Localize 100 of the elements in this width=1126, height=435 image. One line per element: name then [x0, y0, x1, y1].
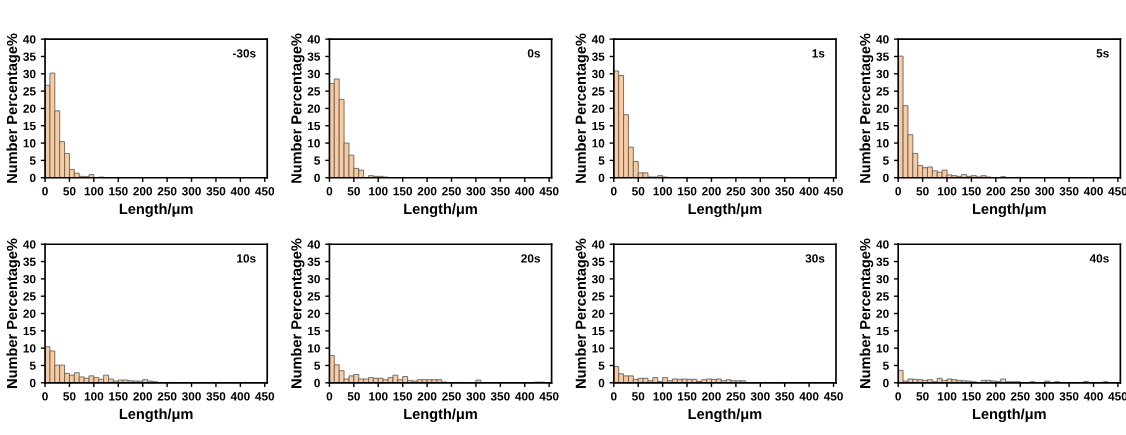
y-tick-label: 0	[29, 173, 36, 183]
x-tick-label: 250	[726, 392, 746, 401]
y-tick-label: 40	[307, 240, 320, 249]
y-tick-label: 0	[598, 173, 605, 183]
x-tick-label: 200	[417, 187, 437, 196]
y-tick-label: 10	[876, 139, 889, 148]
y-tick-label: 20	[592, 309, 605, 318]
y-tick-label: 25	[876, 292, 889, 301]
y-tick-label: 15	[592, 326, 605, 336]
x-axis-title: Length/μm	[119, 203, 193, 217]
y-tick-label: 15	[876, 121, 889, 131]
x-axis-title: Length/μm	[688, 203, 762, 217]
x-tick-label: 450	[539, 187, 559, 196]
x-tick-label: 50	[632, 392, 645, 401]
y-tick-label: 35	[307, 52, 321, 61]
y-axis-title: Number Percentage%	[575, 33, 589, 183]
y-tick-label: 25	[592, 292, 605, 301]
x-tick-label: 250	[1010, 392, 1030, 401]
x-tick-label: 400	[230, 187, 250, 196]
y-tick-label: 5	[29, 156, 36, 165]
y-tick-label: 30	[591, 274, 605, 284]
y-tick-label: 40	[876, 35, 889, 44]
x-tick-label: 200	[702, 392, 721, 401]
x-tick-label: 200	[986, 187, 1006, 196]
y-tick-label: 10	[23, 139, 36, 148]
x-tick-label: 400	[515, 187, 535, 196]
y-tick-label: 40	[876, 240, 889, 249]
y-tick-label: 25	[23, 87, 36, 96]
x-tick-label: 0	[326, 392, 333, 401]
x-tick-label: 150	[962, 392, 981, 401]
y-tick-label: 0	[598, 378, 605, 388]
x-tick-label: 250	[157, 392, 177, 401]
y-tick-label: 15	[876, 326, 889, 336]
x-tick-label: 0	[895, 187, 901, 196]
x-tick-label: 250	[1010, 187, 1030, 196]
y-tick-label: 5	[314, 156, 321, 165]
x-tick-label: 350	[206, 392, 226, 401]
y-tick-label: 10	[876, 344, 889, 353]
x-tick-label: 0	[42, 392, 48, 401]
x-axis-title: Length/μm	[119, 408, 193, 423]
y-tick-label: 20	[23, 104, 36, 113]
y-tick-label: 30	[876, 69, 889, 79]
x-tick-label: 250	[442, 187, 461, 196]
y-tick-label: 15	[308, 121, 321, 131]
y-tick-label: 20	[23, 309, 36, 318]
y-tick-label: 40	[591, 35, 605, 44]
x-tick-label: 50	[632, 187, 645, 196]
y-axis-title: Number Percentage%	[859, 238, 874, 388]
y-axis-title: Number Percentage%	[6, 33, 21, 183]
y-tick-label: 40	[307, 35, 320, 44]
x-tick-label: 100	[369, 392, 388, 401]
y-tick-label: 35	[876, 52, 889, 61]
annotation: -30s	[232, 49, 256, 58]
y-tick-label: 15	[23, 326, 36, 336]
x-tick-label: 100	[937, 187, 957, 196]
x-tick-label: 150	[393, 187, 413, 196]
y-tick-label: 0	[314, 378, 320, 388]
y-tick-label: 20	[876, 309, 889, 318]
y-tick-label: 5	[314, 361, 321, 370]
y-tick-label: 5	[29, 361, 36, 370]
y-tick-label: 5	[882, 361, 889, 370]
y-tick-label: 35	[307, 257, 321, 266]
y-tick-label: 25	[592, 87, 605, 96]
x-tick-label: 50	[916, 187, 929, 196]
y-tick-label: 25	[23, 292, 36, 301]
x-tick-label: 100	[937, 392, 957, 401]
x-tick-label: 400	[799, 187, 819, 196]
x-tick-label: 400	[799, 392, 819, 401]
y-tick-label: 10	[308, 139, 320, 148]
x-tick-label: 250	[442, 392, 461, 401]
x-tick-label: 150	[677, 187, 697, 196]
y-tick-label: 25	[876, 87, 889, 96]
x-tick-label: 300	[1035, 392, 1055, 401]
x-tick-label: 400	[1083, 392, 1103, 401]
x-tick-label: 350	[775, 392, 795, 401]
x-tick-label: 350	[490, 392, 510, 401]
x-tick-label: 50	[63, 187, 76, 196]
x-tick-label: 300	[750, 187, 770, 196]
y-tick-label: 25	[307, 292, 321, 301]
y-tick-label: 30	[591, 69, 605, 79]
y-tick-label: 0	[883, 378, 889, 388]
y-tick-label: 5	[598, 361, 605, 370]
x-tick-label: 150	[109, 187, 128, 196]
x-tick-label: 450	[823, 392, 843, 401]
x-tick-label: 300	[466, 392, 486, 401]
annotation: 30s	[805, 254, 825, 263]
y-tick-label: 35	[23, 52, 36, 61]
y-tick-label: 35	[23, 257, 36, 266]
x-tick-label: 300	[1035, 187, 1055, 196]
x-tick-label: 350	[490, 187, 510, 196]
annotation: 20s	[521, 254, 541, 263]
y-tick-label: 20	[592, 104, 605, 113]
x-axis-title: Length/μm	[972, 408, 1046, 423]
y-axis-title: Number Percentage%	[6, 238, 21, 388]
x-tick-label: 100	[653, 187, 672, 196]
x-tick-label: 200	[133, 392, 153, 401]
y-tick-label: 5	[598, 156, 605, 165]
x-tick-label: 100	[653, 392, 672, 401]
x-tick-label: 450	[539, 392, 559, 401]
x-tick-label: 0	[326, 187, 333, 196]
